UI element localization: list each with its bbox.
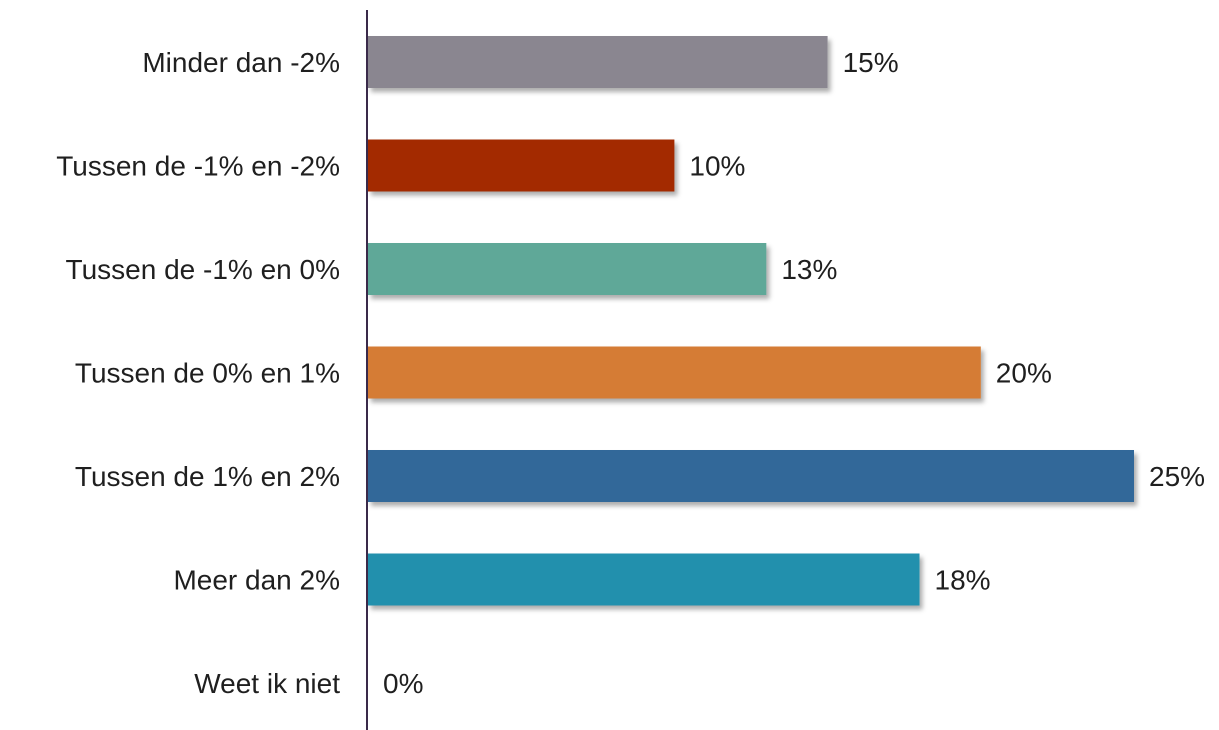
category-label-minder-dan-2pct: Minder dan -2%	[142, 47, 340, 78]
bar-tussen-de-0pct-en-1pct	[368, 346, 981, 399]
value-label-tussen-de-1pct-en-2pct: 10%	[689, 151, 745, 182]
value-label-tussen-de-0pct-en-1pct: 20%	[996, 358, 1052, 389]
category-label-tussen-de-1pct-en-2pct: Tussen de 1% en 2%	[75, 461, 340, 492]
category-label-meer-dan-2pct: Meer dan 2%	[173, 565, 340, 596]
value-label-minder-dan-2pct: 15%	[843, 47, 899, 78]
bar-meer-dan-2pct	[368, 553, 920, 606]
bar-tussen-de-1pct-en-0pct	[368, 243, 767, 295]
category-label-weet-ik-niet: Weet ik niet	[194, 668, 340, 699]
labels-group: Minder dan -2% 15% Tussen de -1% en -2% 10%…	[56, 47, 1205, 699]
category-label-tussen-de-1pct-en-2pct: Tussen de -1% en -2%	[56, 151, 340, 182]
bars-group	[368, 36, 1134, 606]
value-label-weet-ik-niet: 0%	[383, 668, 423, 699]
value-label-tussen-de-1pct-en-0pct: 13%	[781, 254, 837, 285]
value-label-meer-dan-2pct: 18%	[935, 565, 991, 596]
category-label-tussen-de-0pct-en-1pct: Tussen de 0% en 1%	[75, 358, 340, 389]
bar-tussen-de-1pct-en-2pct	[368, 139, 675, 192]
bar-minder-dan-2pct	[368, 36, 828, 88]
bar-tussen-de-1pct-en-2pct	[368, 450, 1134, 502]
category-label-tussen-de-1pct-en-0pct: Tussen de -1% en 0%	[66, 254, 340, 285]
value-label-tussen-de-1pct-en-2pct: 25%	[1149, 461, 1205, 492]
